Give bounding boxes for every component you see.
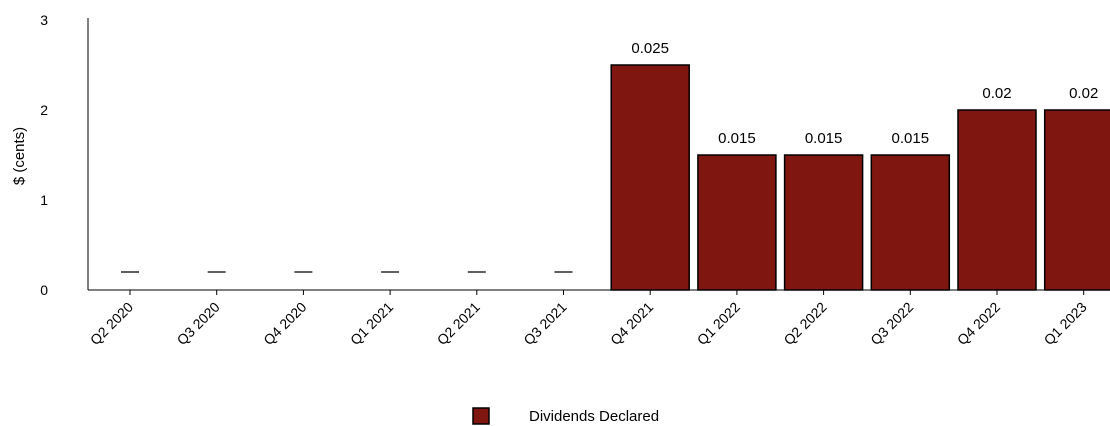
y-axis-label: $ (cents) (11, 127, 28, 185)
data-labels: 0.025 0.015 0.015 0.015 0.02 0.02 (121, 40, 1098, 273)
bar-value-label: 0.015 (892, 130, 930, 147)
bar (957, 109, 1037, 291)
bar-value-label: 0.02 (1069, 85, 1098, 102)
bar-value-label: 0.015 (718, 130, 756, 147)
x-tick-label: Q3 2020 (174, 299, 223, 348)
x-tick-label: Q3 2022 (867, 299, 916, 348)
x-tick-label: Q2 2021 (434, 299, 483, 348)
y-tick-label: 0 (40, 282, 48, 298)
x-tick-label: Q1 2023 (1041, 299, 1090, 348)
bar-value-label: 0.02 (982, 85, 1011, 102)
bar (783, 154, 864, 291)
bar (1043, 109, 1110, 291)
x-tick-label: Q2 2020 (87, 299, 136, 348)
x-tick-label: Q1 2022 (694, 299, 743, 348)
bar-value-label: 0.015 (805, 130, 843, 147)
y-axis: 0 1 2 3 (40, 12, 89, 298)
y-tick-label: 2 (40, 102, 48, 118)
x-tick-label: Q4 2020 (260, 299, 309, 348)
legend-label: Dividends Declared (529, 408, 659, 425)
bar (697, 154, 777, 291)
x-tick-label: Q1 2021 (347, 299, 396, 348)
x-tick-label: Q3 2021 (520, 299, 569, 348)
x-tick-label: Q4 2021 (607, 299, 656, 348)
legend-swatch (472, 407, 490, 425)
bar (610, 64, 690, 291)
y-tick-label: 3 (40, 12, 48, 28)
x-axis: Q2 2020 Q3 2020 Q4 2020 Q1 2021 Q2 2021 Q3 20… (87, 289, 1110, 348)
y-tick-label: 1 (40, 192, 48, 208)
bar (870, 154, 951, 291)
legend: Dividends Declared (472, 407, 659, 425)
x-tick-label: Q2 2022 (780, 299, 829, 348)
bar-value-label: 0.025 (631, 40, 669, 57)
x-tick-label: Q4 2022 (954, 299, 1003, 348)
bars (610, 64, 1110, 291)
